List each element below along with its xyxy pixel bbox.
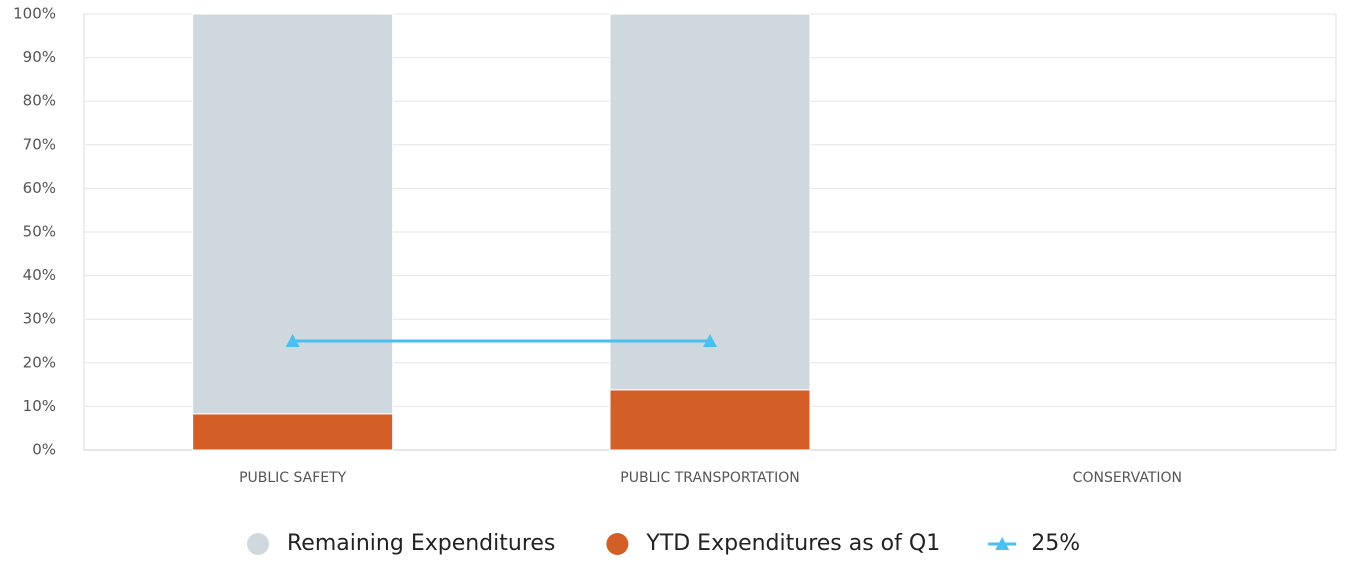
y-tick-label: 80% (23, 92, 56, 110)
line-marker (703, 334, 717, 347)
y-tick-label: 100% (13, 5, 56, 23)
legend-swatch (247, 533, 269, 555)
bar-segment (192, 413, 394, 451)
x-tick-label: CONSERVATION (1073, 470, 1182, 486)
y-tick-label: 50% (23, 223, 56, 241)
x-tick-label: PUBLIC SAFETY (239, 470, 347, 486)
y-tick-label: 40% (23, 266, 56, 284)
legend-swatch (995, 537, 1010, 550)
bar-segment (192, 13, 394, 415)
legend-swatch (606, 533, 629, 555)
line-marker (285, 334, 300, 347)
y-tick-label: 90% (23, 48, 56, 66)
bar-segment (609, 389, 811, 451)
legend-label: 25% (1031, 531, 1080, 556)
y-tick-label: 30% (23, 310, 56, 328)
y-tick-label: 20% (23, 353, 56, 371)
y-tick-label: 10% (23, 397, 56, 415)
y-tick-label: 60% (23, 179, 56, 197)
legend-label: Remaining Expenditures (287, 531, 555, 556)
y-tick-label: 70% (23, 135, 56, 153)
x-tick-label: PUBLIC TRANSPORTATION (620, 470, 799, 486)
bar-segment (609, 13, 811, 391)
legend-label: YTD Expenditures as of Q1 (645, 531, 940, 556)
y-tick-label: 0% (32, 441, 56, 459)
